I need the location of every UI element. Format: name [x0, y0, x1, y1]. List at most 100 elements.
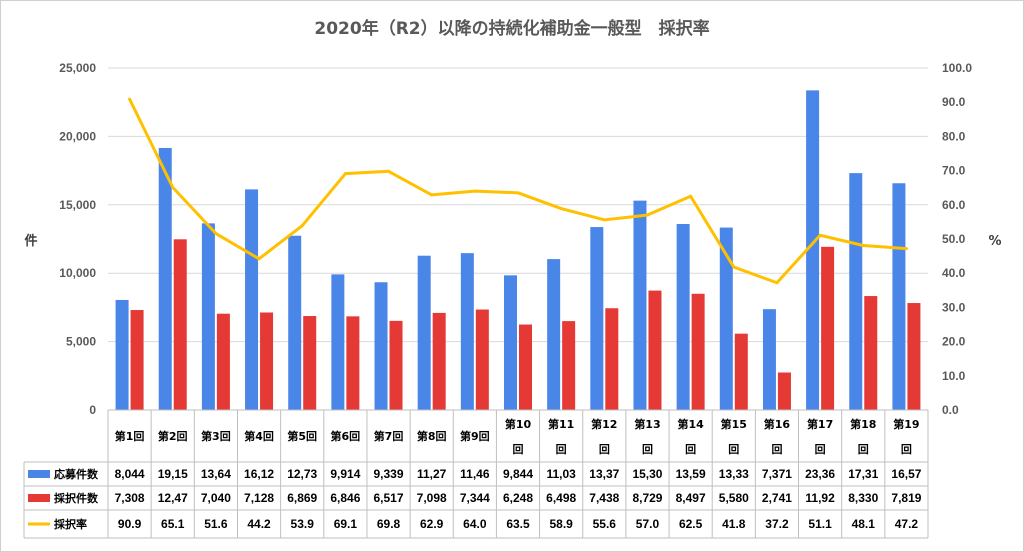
data-cell: 19,15 — [158, 467, 188, 481]
category-label: 第12 — [591, 417, 617, 431]
category-label-suffix: 回 — [513, 442, 524, 456]
data-cell: 16,57 — [891, 467, 921, 481]
category-label-suffix: 回 — [599, 442, 610, 456]
data-cell: 9,914 — [330, 467, 360, 481]
data-cell: 13,59 — [676, 467, 706, 481]
right-tick-label: 40.0 — [942, 266, 966, 280]
data-cell: 11,92 — [805, 491, 835, 505]
bar-applications — [331, 274, 345, 410]
data-cell: 9,339 — [374, 467, 404, 481]
bar-adoptions — [346, 316, 360, 410]
data-cell: 6,846 — [330, 491, 360, 505]
bar-adoptions — [216, 313, 230, 410]
data-cell: 15,30 — [632, 467, 662, 481]
legend-label: 応募件数 — [54, 467, 99, 481]
bar-adoptions — [648, 290, 662, 410]
bar-applications — [417, 255, 431, 410]
data-cell: 2,741 — [762, 491, 792, 505]
data-cell: 12,73 — [287, 467, 317, 481]
data-cell: 69.8 — [377, 517, 401, 531]
category-label-suffix: 回 — [642, 442, 653, 456]
data-cell: 63.5 — [506, 517, 530, 531]
data-cell: 8,497 — [676, 491, 706, 505]
data-cell: 90.9 — [118, 517, 142, 531]
data-cell: 6,248 — [503, 491, 533, 505]
data-cell: 64.0 — [463, 517, 487, 531]
category-label: 第7回 — [374, 429, 404, 443]
bar-applications — [245, 189, 259, 410]
adoption-rate-point — [602, 218, 606, 222]
adoption-rate-point — [904, 247, 908, 251]
data-cell: 6,869 — [287, 491, 317, 505]
adoption-rate-point — [214, 232, 218, 236]
data-cell: 6,517 — [374, 491, 404, 505]
adoption-rate-point — [732, 265, 736, 269]
category-label-suffix: 回 — [901, 442, 912, 456]
bar-adoptions — [864, 296, 878, 410]
bar-applications — [719, 227, 733, 410]
adoption-rate-point — [689, 194, 693, 198]
bar-adoptions — [303, 316, 317, 410]
bar-applications — [676, 224, 690, 410]
adoption-rate-point — [775, 281, 779, 285]
category-label: 第13 — [634, 417, 660, 431]
line-marks — [128, 97, 908, 285]
bar-adoptions — [130, 310, 144, 410]
right-tick-label: 90.0 — [942, 95, 966, 109]
category-label: 第10 — [505, 417, 532, 431]
adoption-rate-point — [645, 213, 649, 217]
adoption-rate-point — [343, 172, 347, 176]
bar-applications — [460, 253, 474, 410]
bar-adoptions — [389, 320, 403, 410]
bar-applications — [547, 259, 561, 410]
data-cell: 6,498 — [546, 491, 576, 505]
adoption-rate-point — [171, 185, 175, 189]
category-label: 第17 — [807, 417, 833, 431]
bar-adoptions — [691, 293, 705, 410]
bar-applications — [633, 200, 647, 410]
data-cell: 53.9 — [291, 517, 315, 531]
data-cell: 51.6 — [204, 517, 228, 531]
data-cell: 47.2 — [895, 517, 919, 531]
data-cell: 5,580 — [719, 491, 749, 505]
bar-adoptions — [519, 324, 532, 410]
right-tick-label: 50.0 — [942, 232, 966, 246]
right-axis-label: % — [988, 234, 1001, 249]
right-tick-label: 10.0 — [942, 369, 966, 383]
data-cell: 8,729 — [632, 491, 662, 505]
data-cell: 44.2 — [247, 517, 271, 531]
category-label-suffix: 回 — [771, 442, 782, 456]
bar-adoptions — [734, 333, 748, 410]
legend-swatch — [28, 470, 50, 478]
bar-applications — [115, 299, 129, 410]
bar-applications — [288, 235, 302, 410]
bar-applications — [201, 223, 215, 410]
data-cell: 7,371 — [762, 467, 792, 481]
bar-adoptions — [562, 321, 576, 410]
bar-applications — [849, 173, 863, 410]
bar-applications — [590, 227, 604, 410]
right-tick-label: 100.0 — [942, 61, 972, 75]
category-label: 第14 — [677, 417, 704, 431]
data-cell: 8,044 — [115, 467, 145, 481]
data-cell: 57.0 — [636, 517, 660, 531]
category-label: 第3回 — [201, 429, 231, 443]
adoption-rate-point — [128, 97, 132, 101]
right-tick-label: 70.0 — [942, 164, 966, 178]
adoption-rate-point — [516, 191, 520, 195]
bar-adoptions — [821, 246, 835, 410]
category-label-suffix: 回 — [556, 442, 567, 456]
adoption-rate-point — [473, 189, 477, 193]
data-cell: 16,12 — [244, 467, 274, 481]
data-cell: 9,844 — [503, 467, 533, 481]
data-cell: 37.2 — [765, 517, 789, 531]
bar-adoptions — [907, 303, 921, 410]
gridlines — [108, 67, 928, 411]
data-cell: 58.9 — [549, 517, 573, 531]
data-cell: 7,344 — [460, 491, 490, 505]
data-cell: 11,46 — [460, 467, 490, 481]
legend-label: 採択件数 — [54, 491, 99, 505]
adoption-rate-point — [430, 193, 434, 197]
adoption-rate-point — [300, 224, 304, 228]
